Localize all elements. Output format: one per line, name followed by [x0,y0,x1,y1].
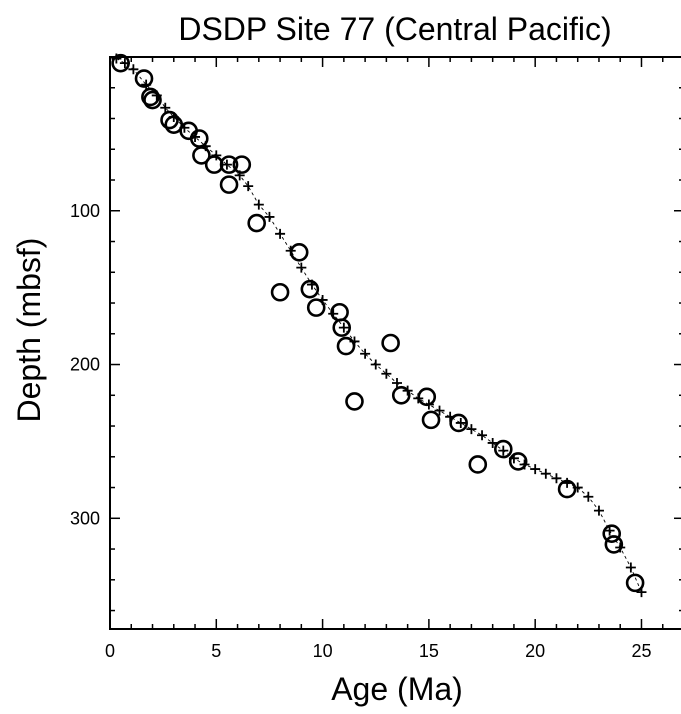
chart-title: DSDP Site 77 (Central Pacific) [178,11,611,47]
plus-marker [211,150,222,161]
circle-marker [111,53,130,73]
circle-marker [468,455,488,474]
circle-marker [270,282,290,302]
circle-marker [391,385,411,405]
circle-marker [289,242,309,262]
plus-marker [434,405,445,416]
circle-marker [336,336,356,356]
circle-marker [219,155,239,174]
circle-marker [557,479,577,499]
plot-frame [109,56,681,630]
plus-marker [540,468,551,479]
circle-marker [345,392,364,411]
circle-marker [604,535,624,554]
x-tick-label: 0 [105,641,115,661]
x-axis-label: Age (Ma) [331,671,463,707]
plus-marker [466,424,477,435]
circle-marker [625,573,645,593]
x-tick-label: 15 [419,641,439,661]
circle-marker [134,69,154,88]
plus-marker [530,464,541,475]
data-points [111,53,647,598]
plus-marker [498,445,509,456]
plus-marker [625,562,636,573]
plus-marker [338,322,349,333]
plus-marker [551,473,562,484]
circle-marker [493,439,513,459]
circle-marker [160,110,179,130]
circle-marker [219,175,239,194]
circle-marker [192,146,211,165]
x-tick-label: 25 [631,641,651,661]
plus-marker [253,199,264,210]
plus-marker [243,181,254,192]
circle-marker [143,90,162,110]
plus-marker [275,228,286,239]
circle-marker [306,298,326,317]
plus-marker [487,437,498,448]
circle-marker [449,413,468,433]
y-tick-label: 100 [70,201,100,221]
plus-marker [455,417,466,428]
circle-marker [602,524,622,543]
x-tick-label: 5 [211,641,221,661]
plus-marker [360,348,371,359]
y-tick-label: 200 [70,355,100,375]
plus-marker [264,211,275,222]
axis-tick-labels: 0 5 10 15 20 25 100 200 300 [70,201,652,661]
circle-marker [332,318,352,337]
axis-ticks [109,57,681,629]
y-tick-label: 300 [70,508,100,528]
circle-marker [381,333,400,353]
circle-marker [300,279,320,299]
circle-marker [421,410,441,430]
plus-marker [381,368,392,379]
plus-marker [477,430,488,441]
circle-marker [141,87,160,107]
plus-marker [392,377,402,388]
plus-marker [583,491,594,502]
plus-marker [128,64,139,75]
x-tick-label: 10 [313,641,333,661]
plus-marker [370,359,381,370]
plus-marker [221,159,232,170]
plus-marker [296,262,307,273]
plus-marker [160,102,171,113]
circle-marker [508,452,528,471]
y-axis-label: Depth (mbsf) [11,238,47,423]
plus-marker [593,505,604,516]
circle-marker [232,155,252,174]
x-tick-label: 20 [525,641,545,661]
circle-marker [417,387,437,407]
circle-marker [247,213,266,233]
